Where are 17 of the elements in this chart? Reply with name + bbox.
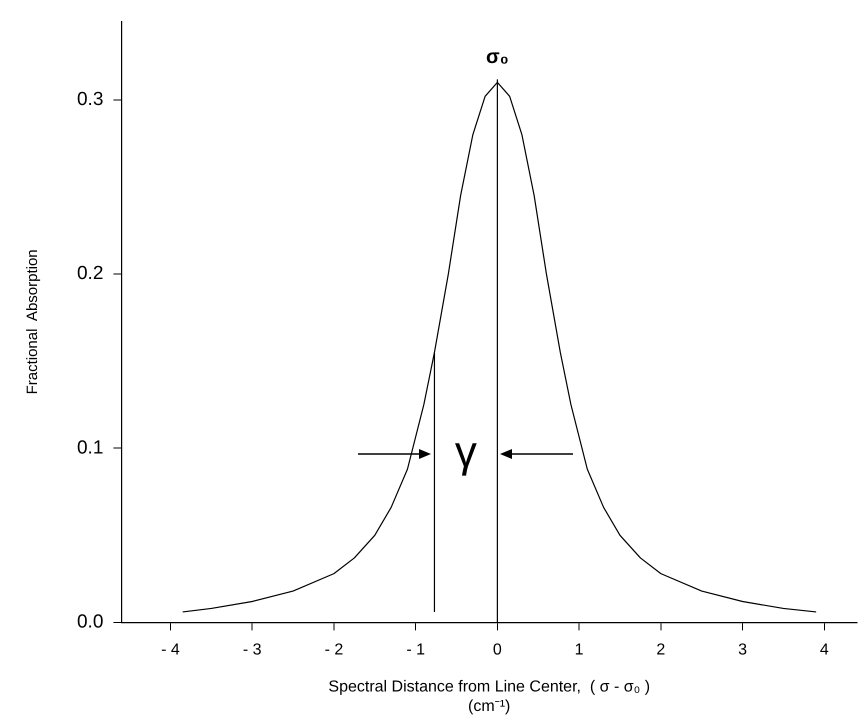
- annotation: γ: [454, 427, 477, 476]
- x-tick-label: 0: [492, 641, 502, 658]
- x-tick-label: 1: [574, 641, 584, 658]
- x-tick-label: 3: [738, 641, 748, 658]
- y-tick-label: 0.2: [76, 263, 104, 284]
- x-tick-label: - 2: [324, 641, 344, 658]
- x-axis-title: Spectral Distance from Line Center, ( σ - σ₀ ) (cm⁻¹): [328, 678, 650, 715]
- x-tick-label: 2: [656, 641, 666, 658]
- y-tick-label: 0.1: [76, 437, 104, 458]
- y-axis-title: Fractional Absorption: [24, 249, 42, 394]
- y-tick-label: 0.0: [76, 612, 104, 633]
- x-tick-label: - 4: [161, 641, 180, 658]
- x-tick-label: 4: [820, 641, 829, 658]
- ref-line-label: σ₀: [486, 46, 509, 68]
- x-tick-label: - 1: [406, 641, 426, 658]
- y-tick-label: 0.3: [76, 89, 104, 110]
- x-tick-label: - 3: [242, 641, 262, 658]
